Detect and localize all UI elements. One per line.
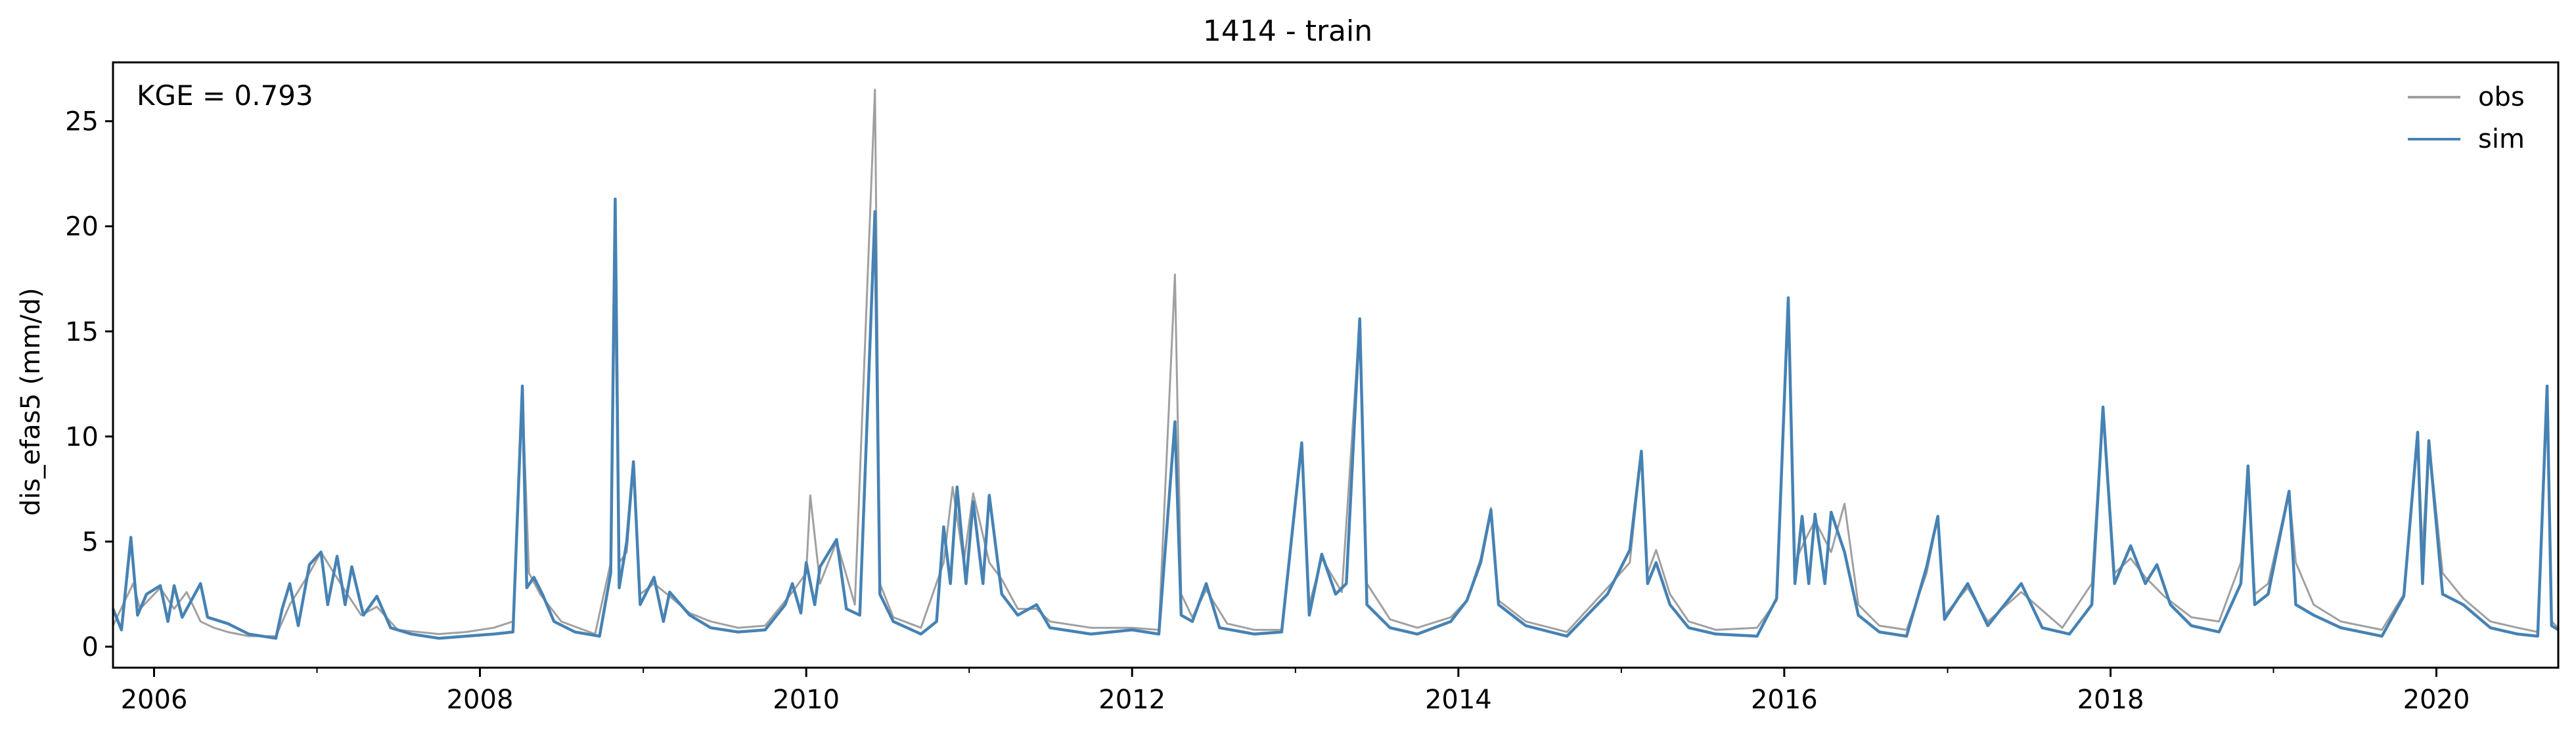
x-tick-label: 2006: [121, 685, 188, 715]
series-line-sim: [111, 197, 2560, 640]
kge-annotation: KGE = 0.793: [137, 79, 313, 112]
x-tick-label: 2018: [2077, 685, 2144, 715]
x-tick-label: 2008: [447, 685, 514, 715]
y-tick-label: 5: [82, 527, 99, 557]
x-tick-label: 2020: [2403, 685, 2470, 715]
y-tick-label: 25: [65, 107, 99, 137]
legend-sim-label: sim: [2478, 124, 2525, 154]
y-tick-label: 20: [65, 212, 99, 242]
x-tick-label: 2010: [773, 685, 840, 715]
x-tick-label: 2012: [1098, 685, 1165, 715]
y-tick-label: 0: [82, 632, 99, 662]
chart-title: 1414 - train: [1203, 14, 1372, 48]
y-tick-label: 15: [65, 317, 99, 347]
legend: obs sim: [2408, 82, 2525, 154]
plot-frame: [112, 61, 2560, 669]
y-axis-label: dis_efas5 (mm/d): [16, 288, 46, 516]
x-tick-label: 2016: [1751, 685, 1818, 715]
plot-area: [111, 89, 2560, 640]
x-tick-label: 2014: [1425, 685, 1492, 715]
legend-obs-label: obs: [2478, 82, 2525, 112]
y-tick-label: 10: [65, 422, 99, 452]
axis-ticks: 0 5 10 15 20 25 2006 2008 2010 2012 2014 2016 2018 20…: [65, 107, 2470, 715]
